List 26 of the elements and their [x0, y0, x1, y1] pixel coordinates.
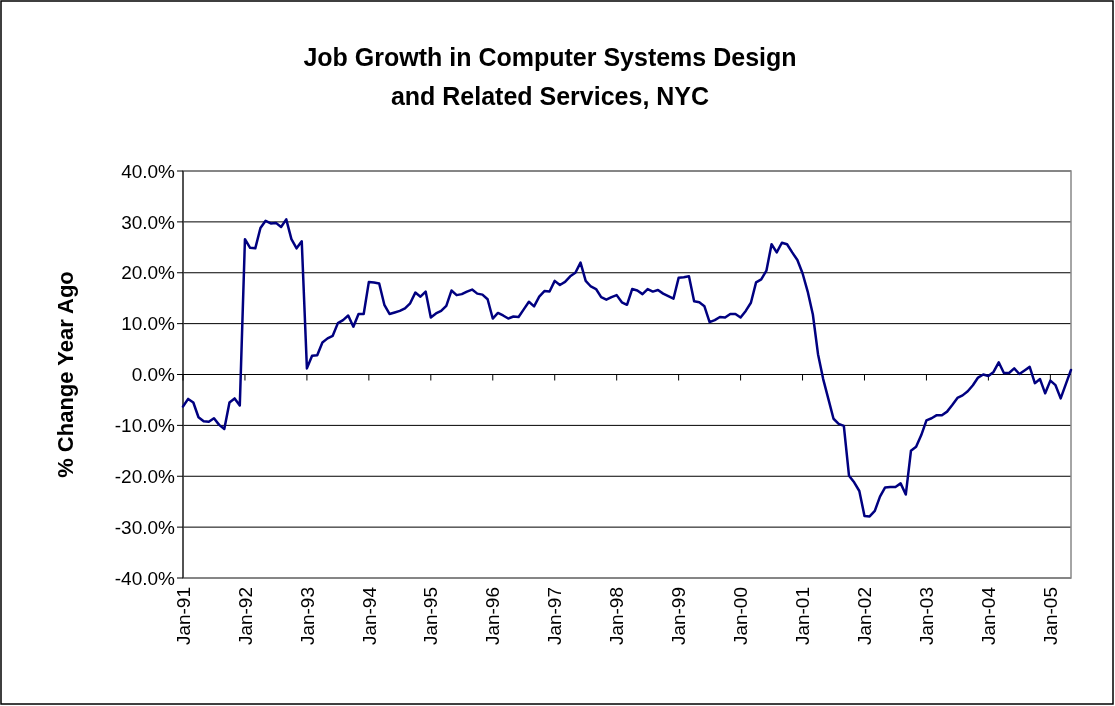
x-tick-label: Jan-91 — [172, 587, 194, 646]
x-tick-label: Jan-98 — [606, 587, 628, 646]
x-tick-label: Jan-04 — [978, 586, 1000, 646]
y-tick-label: 20.0% — [121, 262, 176, 284]
x-tick-label: Jan-99 — [668, 587, 690, 646]
y-tick-label: 0.0% — [131, 364, 176, 386]
y-tick-label: -30.0% — [114, 516, 176, 538]
x-tick-label: Jan-95 — [420, 587, 442, 646]
x-tick-label: Jan-03 — [916, 587, 938, 646]
x-tick-label: Jan-92 — [234, 587, 256, 646]
y-tick-label: 10.0% — [121, 313, 176, 335]
x-tick-label: Jan-96 — [482, 587, 504, 646]
x-tick-label: Jan-05 — [1040, 587, 1061, 646]
y-axis-title: % Change Year Ago — [53, 271, 78, 478]
chart-title: Job Growth in Computer Systems Design and Related Services, NYC — [303, 43, 797, 110]
y-tick-label: 30.0% — [121, 211, 176, 233]
y-tick-label: -20.0% — [114, 465, 176, 487]
y-tick-label: 40.0% — [121, 160, 176, 182]
y-tick-label: -40.0% — [114, 567, 176, 589]
x-tick-label: Jan-94 — [358, 586, 380, 646]
x-tick-label: Jan-01 — [792, 587, 814, 646]
x-tick-label: Jan-00 — [730, 587, 752, 646]
y-tick-label: -10.0% — [114, 415, 176, 437]
x-tick-label: Jan-93 — [296, 587, 318, 646]
x-tick-label: Jan-02 — [854, 587, 876, 646]
x-tick-label: Jan-97 — [544, 587, 566, 646]
